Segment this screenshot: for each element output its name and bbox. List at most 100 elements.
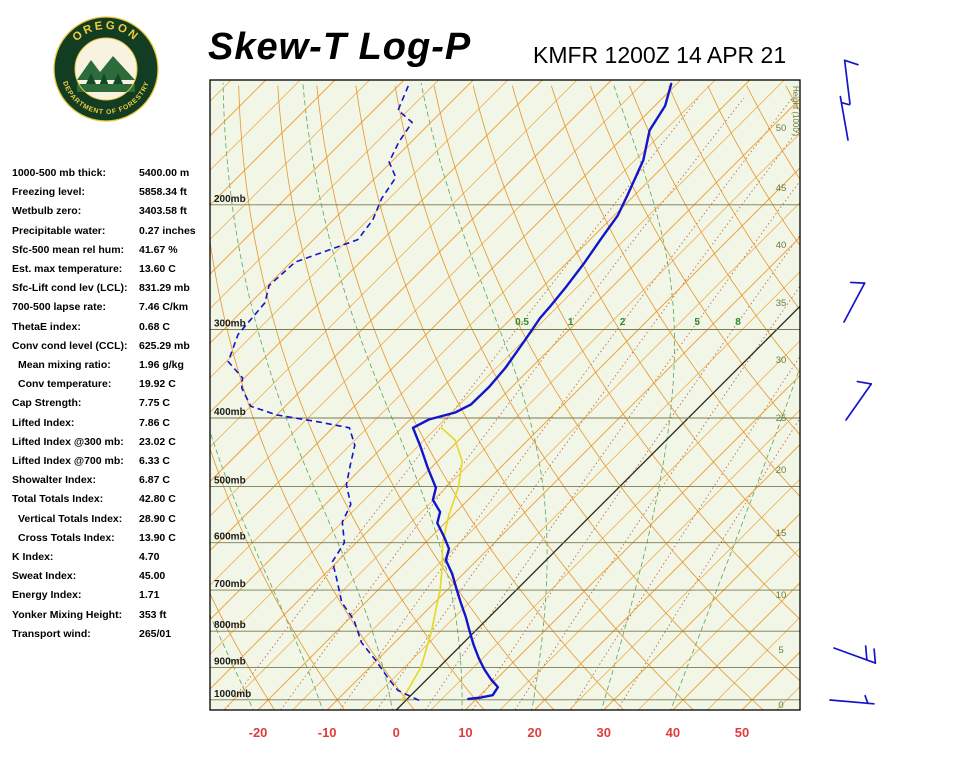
- stat-value: 41.67 %: [139, 243, 178, 256]
- stat-label: K Index:: [12, 551, 54, 564]
- stat-value: 23.02 C: [139, 435, 176, 448]
- stat-row: Total Totals Index: 42.80 C: [12, 490, 212, 509]
- indices-panel: 1000-500 mb thick: 5400.00 m Freezing leve…: [12, 164, 212, 644]
- stat-row: Sweat Index: 45.00: [12, 567, 212, 586]
- stat-label: Sweat Index:: [12, 570, 77, 583]
- stat-label: Total Totals Index:: [12, 493, 104, 506]
- height-tick-label: 20: [776, 465, 787, 476]
- wind-barb-line: [843, 282, 866, 323]
- stat-label: Sfc-500 mean rel hum:: [12, 243, 125, 256]
- logo-outer-border: [53, 16, 159, 122]
- logo-inner-border: [74, 37, 138, 101]
- logo-ground: [77, 84, 135, 92]
- stat-value: 5858.34 ft: [139, 186, 187, 199]
- stat-label: Showalter Index:: [12, 474, 97, 487]
- stat-row: Freezing level: 5858.34 ft: [12, 183, 212, 202]
- pressure-label: 300mb: [214, 318, 246, 329]
- stat-row: Sfc-Lift cond lev (LCL): 831.29 mb: [12, 279, 212, 298]
- stat-label: Mean mixing ratio:: [18, 359, 111, 372]
- stat-row: Conv temperature: 19.92 C: [12, 375, 212, 394]
- stat-row: Vertical Totals Index: 28.90 C: [12, 510, 212, 529]
- stat-row: Transport wind: 265/01: [12, 625, 212, 644]
- stat-label: Freezing level:: [12, 186, 85, 199]
- stat-label: Wetbulb zero:: [12, 205, 82, 218]
- stat-label: 700-500 lapse rate:: [12, 301, 106, 314]
- pressure-label: 800mb: [214, 620, 246, 631]
- stat-row: ThetaE index: 0.68 C: [12, 318, 212, 337]
- height-tick-label: 35: [776, 298, 787, 309]
- stat-label: Vertical Totals Index:: [18, 512, 123, 525]
- stat-value: 625.29 mb: [139, 339, 190, 352]
- stat-row: Showalter Index: 6.87 C: [12, 471, 212, 490]
- stat-row: Wetbulb zero: 3403.58 ft: [12, 202, 212, 221]
- stat-value: 353 ft: [139, 608, 167, 621]
- stat-row: Sfc-500 mean rel hum: 41.67 %: [12, 241, 212, 260]
- wind-barb-line: [845, 383, 873, 421]
- stat-value: 13.60 C: [139, 263, 176, 276]
- stat-row: K Index: 4.70: [12, 548, 212, 567]
- stat-row: Conv cond level (CCL): 625.29 mb: [12, 337, 212, 356]
- stat-value: 1.71: [139, 589, 160, 602]
- height-tick-label: 25: [776, 413, 787, 424]
- wind-barb-column: [829, 59, 877, 705]
- temp-axis-label: -20: [249, 725, 268, 740]
- stat-label: Yonker Mixing Height:: [12, 608, 123, 621]
- height-tick-label: 40: [776, 240, 787, 251]
- pressure-label: 900mb: [214, 656, 246, 667]
- stat-label: Energy Index:: [12, 589, 82, 602]
- stat-row: 1000-500 mb thick: 5400.00 m: [12, 164, 212, 183]
- stat-label: Lifted Index @300 mb:: [12, 435, 124, 448]
- logo-mountains: [77, 56, 135, 80]
- wind-barb-line: [849, 281, 866, 285]
- height-tick-label: 45: [776, 183, 787, 194]
- page-title: Skew-T Log-P: [208, 26, 472, 68]
- wind-barb-line: [873, 648, 877, 664]
- stat-value: 7.46 C/km: [139, 301, 189, 314]
- logo-trees: [86, 73, 123, 86]
- pressure-label: 1000mb: [214, 689, 251, 700]
- stat-label: Conv cond level (CCL):: [12, 339, 128, 352]
- stat-value: 1.96 g/kg: [139, 359, 184, 372]
- stat-row: Cap Strength: 7.75 C: [12, 394, 212, 413]
- height-tick-label: 30: [776, 355, 787, 366]
- stat-value: 265/01: [139, 627, 172, 640]
- wind-barb-line: [829, 699, 875, 705]
- stat-value: 6.87 C: [139, 474, 170, 487]
- wind-barb-line: [864, 694, 869, 705]
- odf-logo-seal: OREGON DEPARTMENT OF FORESTRY: [53, 16, 159, 122]
- stat-row: Lifted Index @700 mb: 6.33 C: [12, 452, 212, 471]
- height-axis-label: Height (1000'): [791, 86, 800, 136]
- wind-barb-line: [843, 59, 859, 66]
- pressure-label: 500mb: [214, 476, 246, 487]
- pressure-label: 200mb: [214, 194, 246, 205]
- temp-axis-label: 20: [527, 725, 541, 740]
- stat-value: 5400.00 m: [139, 167, 190, 179]
- stat-label: 1000-500 mb thick:: [12, 167, 106, 179]
- mixing-ratio-label: 5: [694, 317, 700, 328]
- pressure-label: 400mb: [214, 407, 246, 418]
- pressure-label: 600mb: [214, 532, 246, 543]
- stat-label: Cap Strength:: [12, 397, 82, 410]
- mixing-ratio-label: 0.5: [515, 317, 529, 328]
- stat-value: 7.86 C: [139, 416, 170, 429]
- stat-label: Transport wind:: [12, 627, 91, 640]
- stat-row: Lifted Index @300 mb: 23.02 C: [12, 433, 212, 452]
- height-tick-label: 5: [778, 645, 783, 656]
- stat-value: 0.68 C: [139, 320, 170, 333]
- height-tick-label: 10: [776, 590, 787, 601]
- stat-row: Mean mixing ratio: 1.96 g/kg: [12, 356, 212, 375]
- stat-label: Conv temperature:: [18, 378, 112, 391]
- wind-barb-line: [843, 59, 851, 105]
- wind-barb-line: [856, 380, 873, 385]
- stat-value: 7.75 C: [139, 397, 170, 410]
- stat-row: Precipitable water: 0.27 inches: [12, 222, 212, 241]
- stat-row: Est. max temperature: 13.60 C: [12, 260, 212, 279]
- temp-axis-label: 30: [596, 725, 610, 740]
- stat-label: ThetaE index:: [12, 320, 81, 333]
- wind-barb-line: [864, 645, 868, 661]
- temp-axis-label: 50: [735, 725, 749, 740]
- mixing-ratio-label: 2: [620, 317, 626, 328]
- stat-value: 45.00: [139, 570, 166, 583]
- stat-value: 42.80 C: [139, 493, 176, 506]
- height-tick-label: 15: [776, 528, 787, 539]
